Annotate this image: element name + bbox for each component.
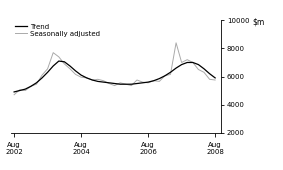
Legend: Trend, Seasonally adjusted: Trend, Seasonally adjusted	[15, 24, 100, 37]
Y-axis label: $m: $m	[252, 17, 265, 26]
